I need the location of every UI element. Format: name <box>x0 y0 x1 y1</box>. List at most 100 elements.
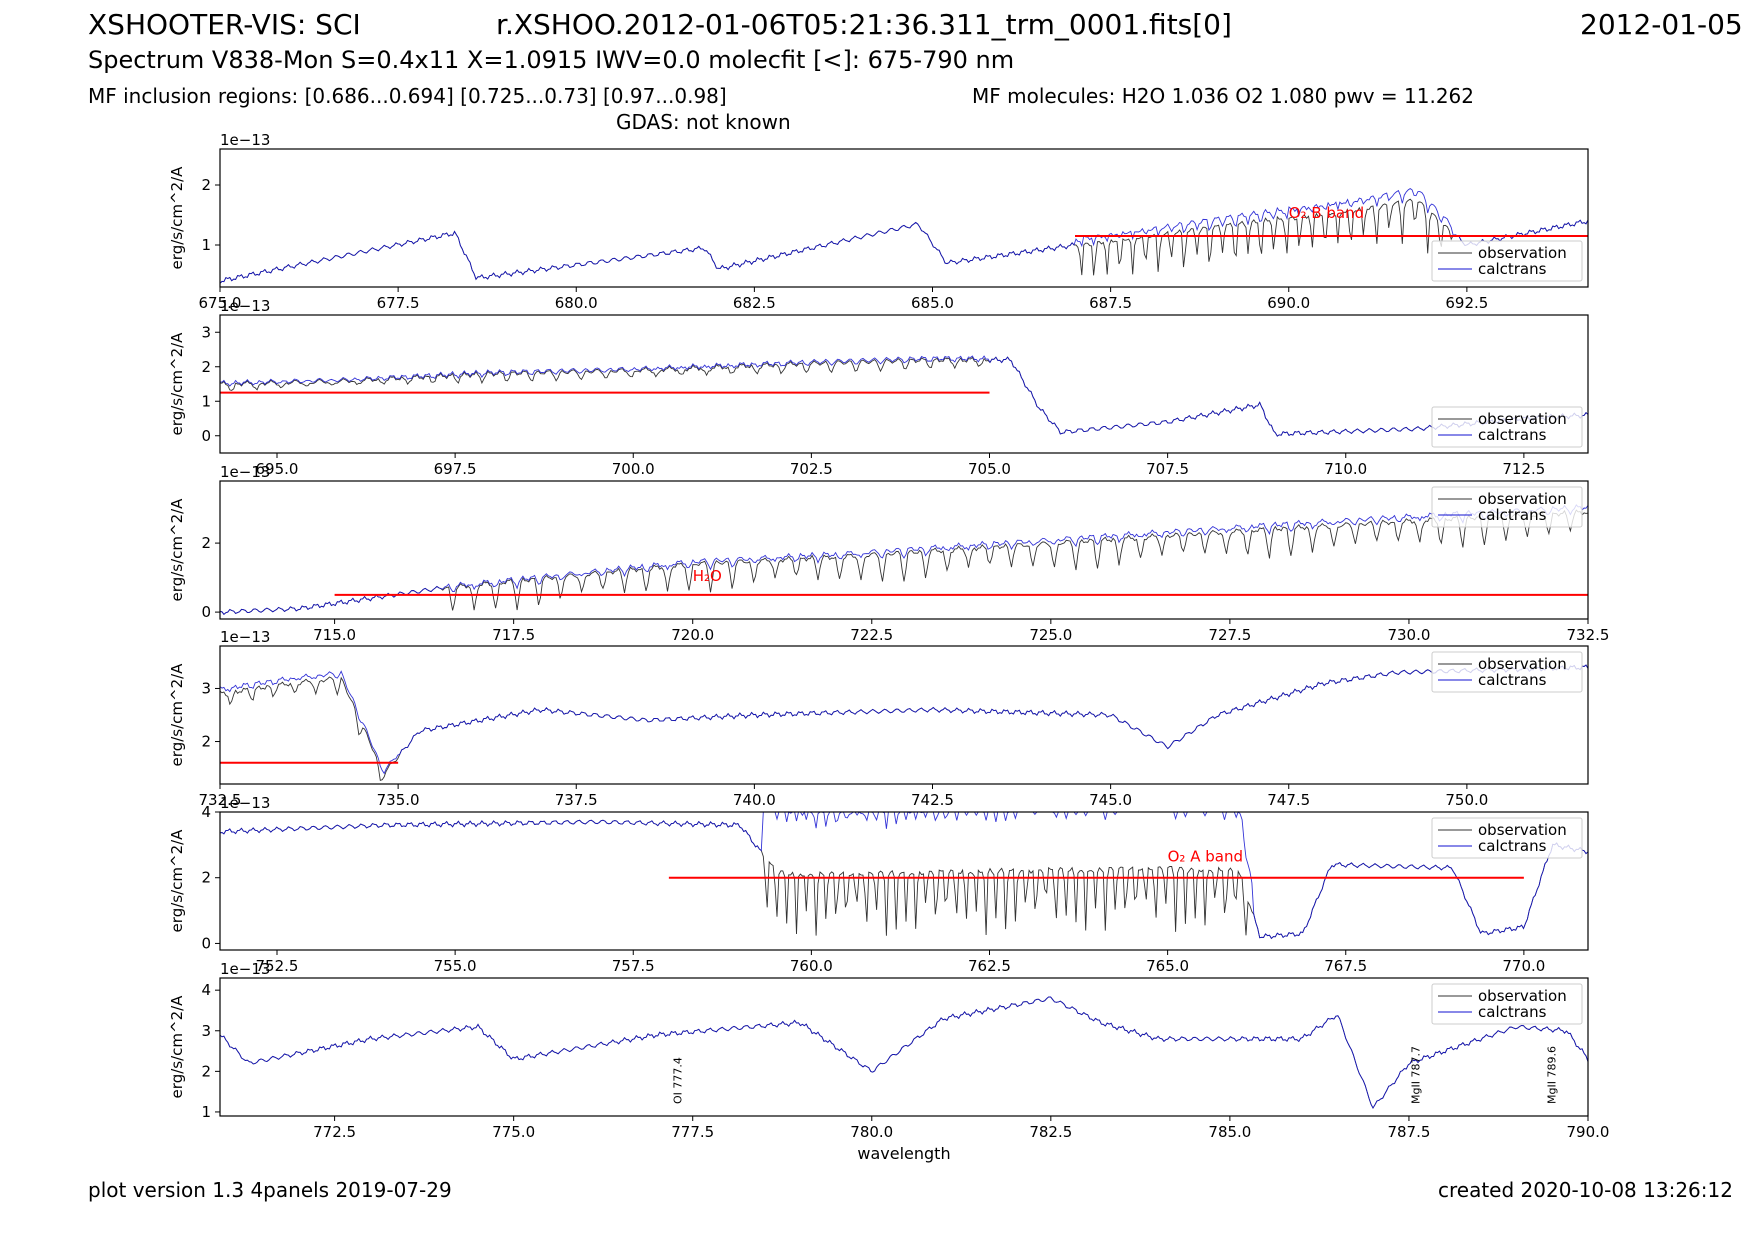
legend-box <box>1431 406 1583 448</box>
plot-frame <box>219 480 1589 620</box>
legend-box <box>1431 817 1583 859</box>
x-tick-label: 760.0 <box>790 957 833 975</box>
x-axis-label: wavelength <box>857 1144 950 1163</box>
legend-observation-label: observation <box>1478 655 1567 673</box>
x-tick-label: 715.0 <box>313 626 356 644</box>
observation-line <box>219 509 1589 615</box>
x-tick-label: 762.5 <box>968 957 1011 975</box>
legend-box <box>1431 240 1583 282</box>
y-tick-label: 2 <box>201 176 211 194</box>
legend-observation-label: observation <box>1478 490 1567 508</box>
y-tick-label: 1 <box>201 1103 211 1121</box>
band-annotation: H₂O <box>693 567 722 585</box>
legend-box <box>1431 651 1583 693</box>
spectrum-subtitle: Spectrum V838-Mon S=0.4x11 X=1.0915 IWV=… <box>88 46 1015 74</box>
plot-frame <box>219 645 1589 785</box>
x-tick-label: 705.0 <box>968 460 1011 478</box>
y-scale-label: 1e−13 <box>220 628 270 646</box>
x-tick-label: 780.0 <box>850 1123 893 1141</box>
y-tick-label: 0 <box>201 934 211 952</box>
x-tick-label: 732.5 <box>1567 626 1610 644</box>
date-title: 2012-01-05 <box>1580 8 1743 41</box>
x-tick-label: 742.5 <box>911 791 954 809</box>
line-id-label: MgII 789.6 <box>1545 1046 1558 1104</box>
instrument-title: XSHOOTER-VIS: SCI <box>88 8 361 41</box>
y-scale-label: 1e−13 <box>220 463 270 481</box>
x-tick-label: 765.0 <box>1146 957 1189 975</box>
x-tick-label: 752.5 <box>256 957 299 975</box>
x-tick-label: 782.5 <box>1029 1123 1072 1141</box>
observation-line <box>219 356 1589 437</box>
molecules-info: MF molecules: H2O 1.036 O2 1.080 pwv = 1… <box>972 84 1475 108</box>
x-tick-label: 735.0 <box>377 791 420 809</box>
y-tick-label: 2 <box>201 869 211 887</box>
legend-calctrans-label: calctrans <box>1478 671 1547 689</box>
x-tick-label: 737.5 <box>555 791 598 809</box>
legend-calctrans-label: calctrans <box>1478 426 1547 444</box>
plot-frame <box>219 977 1589 1117</box>
x-tick-label: 727.5 <box>1208 626 1251 644</box>
x-tick-label: 790.0 <box>1567 1123 1610 1141</box>
legend-observation-label: observation <box>1478 987 1567 1005</box>
plot-version: plot version 1.3 4panels 2019-07-29 <box>88 1178 452 1202</box>
x-tick-label: 767.5 <box>1324 957 1367 975</box>
filename-title: r.XSHOO.2012-01-06T05:21:36.311_trm_0001… <box>496 8 1232 41</box>
y-tick-label: 2 <box>201 733 211 751</box>
y-tick-label: 3 <box>201 1022 211 1040</box>
x-tick-label: 785.0 <box>1208 1123 1251 1141</box>
x-tick-label: 740.0 <box>733 791 776 809</box>
x-tick-label: 707.5 <box>1146 460 1189 478</box>
x-tick-label: 732.5 <box>199 791 242 809</box>
band-annotation: O₂ B band <box>1289 204 1364 222</box>
x-tick-label: 787.5 <box>1387 1123 1430 1141</box>
calctrans-line <box>219 504 1589 615</box>
x-tick-label: 775.0 <box>492 1123 535 1141</box>
calctrans-line <box>219 355 1589 437</box>
x-tick-label: 682.5 <box>733 294 776 312</box>
x-tick-label: 687.5 <box>1089 294 1132 312</box>
y-tick-label: 2 <box>201 358 211 376</box>
x-tick-label: 745.0 <box>1089 791 1132 809</box>
line-id-label: MgII 787.7 <box>1409 1046 1422 1104</box>
x-tick-label: 695.0 <box>256 460 299 478</box>
plot-frame <box>219 811 1589 951</box>
y-tick-label: 4 <box>201 803 211 821</box>
x-tick-label: 700.0 <box>612 460 655 478</box>
observation-line <box>219 819 1589 940</box>
y-axis-label: erg/s/cm^2/A <box>168 663 186 767</box>
x-tick-label: 680.0 <box>555 294 598 312</box>
y-tick-label: 3 <box>201 679 211 697</box>
calctrans-line <box>219 188 1589 284</box>
line-id-label: OI 777.4 <box>672 1057 685 1104</box>
x-tick-label: 710.0 <box>1324 460 1367 478</box>
legend-box <box>1431 486 1583 528</box>
gdas-info: GDAS: not known <box>616 110 791 134</box>
legend-calctrans-label: calctrans <box>1478 506 1547 524</box>
y-scale-label: 1e−13 <box>220 297 270 315</box>
legend-calctrans-label: calctrans <box>1478 1003 1547 1021</box>
plot-frame <box>219 314 1589 454</box>
y-scale-label: 1e−13 <box>220 960 270 978</box>
legend-observation-label: observation <box>1478 821 1567 839</box>
y-axis-label: erg/s/cm^2/A <box>168 829 186 933</box>
x-tick-label: 712.5 <box>1502 460 1545 478</box>
legend-box <box>1431 983 1583 1025</box>
y-tick-label: 3 <box>201 323 211 341</box>
x-tick-label: 702.5 <box>790 460 833 478</box>
x-tick-label: 770.0 <box>1502 957 1545 975</box>
x-tick-label: 750.0 <box>1445 791 1488 809</box>
x-tick-label: 777.5 <box>671 1123 714 1141</box>
plot-frame <box>219 148 1589 288</box>
x-tick-label: 690.0 <box>1267 294 1310 312</box>
x-tick-label: 755.0 <box>434 957 477 975</box>
x-tick-label: 697.5 <box>434 460 477 478</box>
calctrans-line <box>219 996 1589 1109</box>
y-tick-label: 2 <box>201 1062 211 1080</box>
y-tick-label: 1 <box>201 236 211 254</box>
creation-date: created 2020-10-08 13:26:12 <box>1438 1178 1733 1202</box>
x-tick-label: 692.5 <box>1445 294 1488 312</box>
legend-calctrans-label: calctrans <box>1478 260 1547 278</box>
y-axis-label: erg/s/cm^2/A <box>168 332 186 436</box>
observation-line <box>219 664 1589 782</box>
